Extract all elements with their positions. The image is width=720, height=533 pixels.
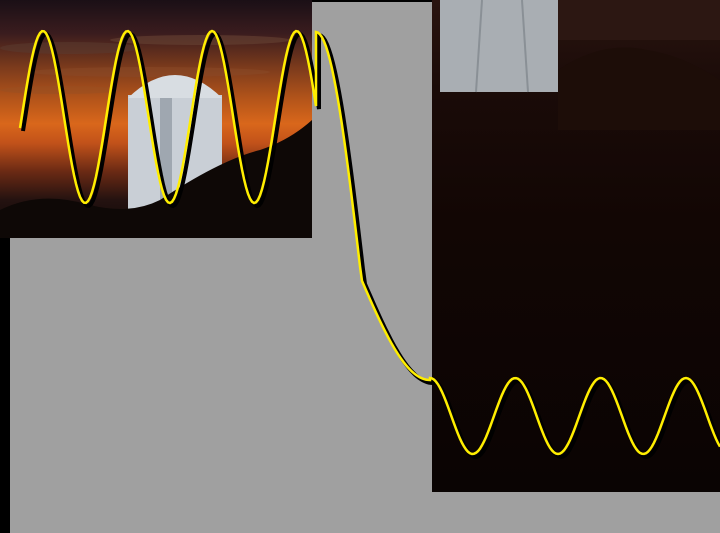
wave-shadow-line [21,31,720,460]
dark-hills [0,120,312,238]
wave-line [18,29,720,456]
sunset-telescope-photo [0,0,312,238]
telescope-tower [440,0,558,93]
night-sky [558,0,720,40]
hill-silhouette [558,47,720,130]
gray-block-bottom-strip [432,492,720,533]
gray-block-center-column [312,2,432,533]
